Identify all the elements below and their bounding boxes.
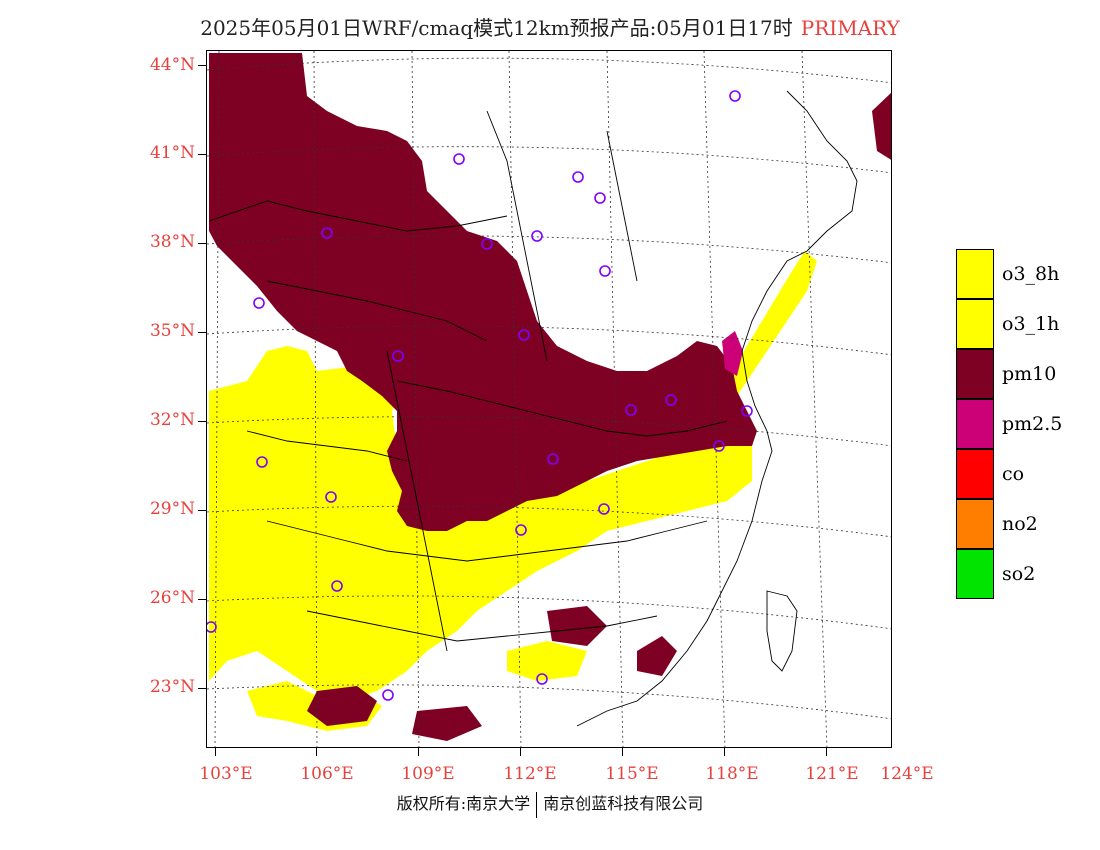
pm10-regions — [209, 53, 891, 741]
copyright-footer: 版权所有:南京大学 南京创蓝科技有限公司 — [0, 790, 1100, 818]
legend-label: o3_1h — [1002, 313, 1060, 335]
footer-separator — [536, 791, 538, 818]
legend-label: so2 — [1002, 563, 1036, 585]
lon-label-124e: 124°E — [880, 764, 934, 784]
legend-label: pm10 — [1002, 363, 1057, 385]
copyright-right: 南京创蓝科技有限公司 — [543, 794, 704, 813]
lon-label-103e: 103°E — [199, 764, 253, 784]
legend-swatch — [956, 449, 994, 499]
copyright-left: 版权所有:南京大学 — [396, 794, 531, 813]
legend-swatch — [956, 399, 994, 449]
legend-swatch — [956, 349, 994, 399]
map-panel[interactable] — [206, 50, 892, 748]
lon-tick — [316, 748, 317, 756]
lat-tick — [198, 154, 206, 155]
lat-label-35n: 35°N — [149, 321, 195, 341]
lat-tick — [198, 599, 206, 600]
lat-tick — [198, 65, 206, 66]
lat-tick — [198, 688, 206, 689]
legend-label: no2 — [1002, 513, 1038, 535]
lon-label-121e: 121°E — [805, 764, 859, 784]
city-markers — [207, 90, 753, 701]
legend-label: o3_8h — [1002, 263, 1060, 285]
lat-label-23n: 23°N — [149, 677, 195, 697]
lat-label-26n: 26°N — [149, 588, 195, 608]
boundaries — [208, 90, 858, 727]
lon-tick — [520, 748, 521, 756]
lat-label-29n: 29°N — [149, 499, 195, 519]
legend-swatch — [956, 249, 994, 299]
lon-label-115e: 115°E — [605, 764, 659, 784]
primary-tag: PRIMARY — [800, 16, 900, 40]
lat-tick — [198, 332, 206, 333]
legend-swatch — [956, 499, 994, 549]
lat-label-44n: 44°N — [149, 55, 195, 75]
map-title-text: 2025年05月01日WRF/cmaq模式12km预报产品:05月01日17时 — [200, 16, 793, 40]
lat-label-41n: 41°N — [149, 143, 195, 163]
lon-label-106e: 106°E — [300, 764, 354, 784]
lon-label-112e: 112°E — [503, 764, 557, 784]
map-title: 2025年05月01日WRF/cmaq模式12km预报产品:05月01日17时 P… — [0, 12, 1100, 41]
lat-tick — [198, 243, 206, 244]
lon-label-118e: 118°E — [705, 764, 759, 784]
graticule — [207, 51, 891, 747]
legend-swatch — [956, 549, 994, 599]
pm25-regions — [722, 331, 743, 376]
lon-tick — [622, 748, 623, 756]
lon-tick — [215, 748, 216, 756]
lon-tick — [724, 748, 725, 756]
lon-label-109e: 109°E — [401, 764, 455, 784]
legend-label: pm2.5 — [1002, 413, 1063, 435]
lat-label-32n: 32°N — [149, 410, 195, 430]
legend-label: co — [1002, 463, 1025, 485]
lat-tick — [198, 510, 206, 511]
lat-label-38n: 38°N — [149, 232, 195, 252]
lon-tick — [418, 748, 419, 756]
lon-tick — [826, 748, 827, 756]
legend-swatch — [956, 299, 994, 349]
pollutant-map — [207, 51, 891, 747]
lat-tick — [198, 421, 206, 422]
